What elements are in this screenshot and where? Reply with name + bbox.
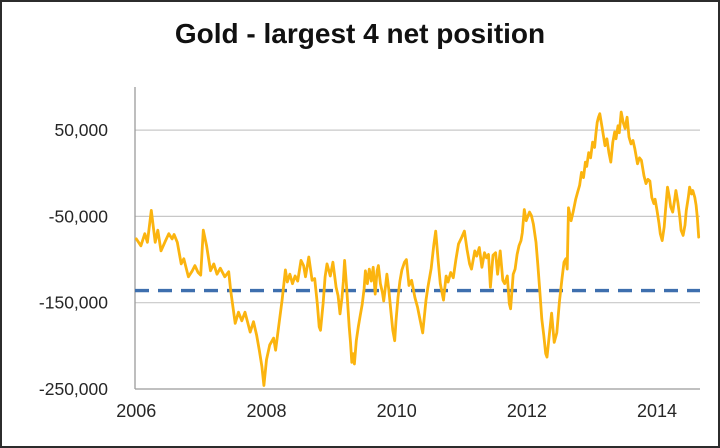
y-tick-label: 50,000 (54, 120, 108, 140)
x-tick-label: 2012 (507, 401, 547, 421)
y-tick-label: -50,000 (49, 206, 109, 226)
series-line (134, 110, 701, 387)
x-tick-label: 2014 (637, 401, 677, 421)
x-tick-label: 2006 (116, 401, 156, 421)
y-tick-label: -250,000 (39, 379, 108, 399)
y-tick-label: -150,000 (39, 293, 108, 313)
chart-title: Gold - largest 4 net position (174, 18, 546, 49)
x-tick-label: 2008 (246, 401, 286, 421)
x-tick-label: 2010 (377, 401, 417, 421)
